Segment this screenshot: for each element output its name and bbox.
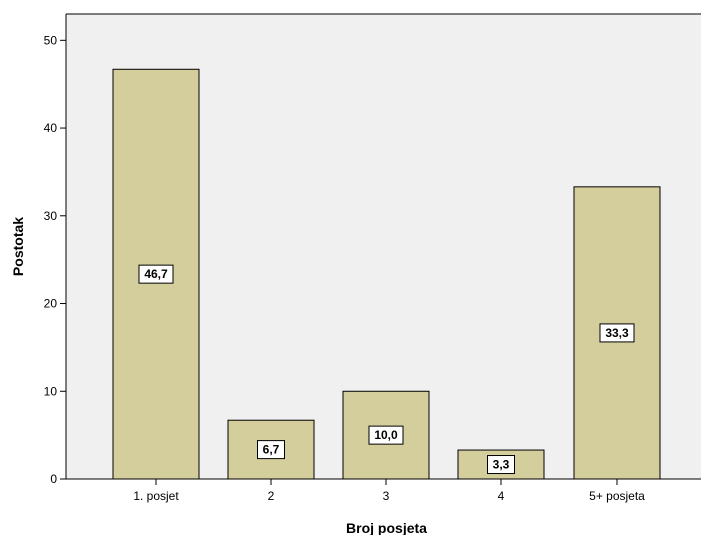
data-labels-group: 46,7 6,7 10,0 3,3 33,3 bbox=[138, 264, 635, 475]
data-label: 46,7 bbox=[144, 267, 168, 281]
axes-group bbox=[65, 13, 701, 480]
y-tick-label: 20 bbox=[44, 297, 58, 311]
x-tick-label: 5+ posjeta bbox=[589, 489, 645, 503]
data-label-box bbox=[138, 264, 174, 284]
ticks-group: 1. posjet 2 3 4 5+ posjeta 0 10 20 30 40 50 bbox=[44, 33, 646, 503]
x-tick-label: 3 bbox=[383, 489, 390, 503]
data-label: 33,3 bbox=[605, 326, 629, 340]
y-tick-label: 10 bbox=[44, 384, 58, 398]
data-label-box bbox=[257, 440, 285, 460]
y-tick-label: 40 bbox=[44, 121, 58, 135]
x-tick-label: 4 bbox=[498, 489, 505, 503]
y-tick-label: 0 bbox=[50, 472, 57, 486]
y-tick-label: 30 bbox=[44, 209, 58, 223]
data-label: 10,0 bbox=[374, 428, 398, 442]
data-label: 3,3 bbox=[493, 458, 510, 472]
y-tick-label: 50 bbox=[44, 33, 58, 47]
data-label-box bbox=[368, 425, 404, 445]
y-axis-title: Postotak bbox=[10, 217, 26, 276]
x-tick-label: 2 bbox=[268, 489, 275, 503]
x-axis-title: Broj posjeta bbox=[346, 520, 427, 535]
data-label-box bbox=[487, 455, 515, 475]
data-label-box bbox=[599, 323, 635, 343]
x-tick-label: 1. posjet bbox=[133, 489, 179, 503]
data-label: 6,7 bbox=[263, 443, 280, 457]
